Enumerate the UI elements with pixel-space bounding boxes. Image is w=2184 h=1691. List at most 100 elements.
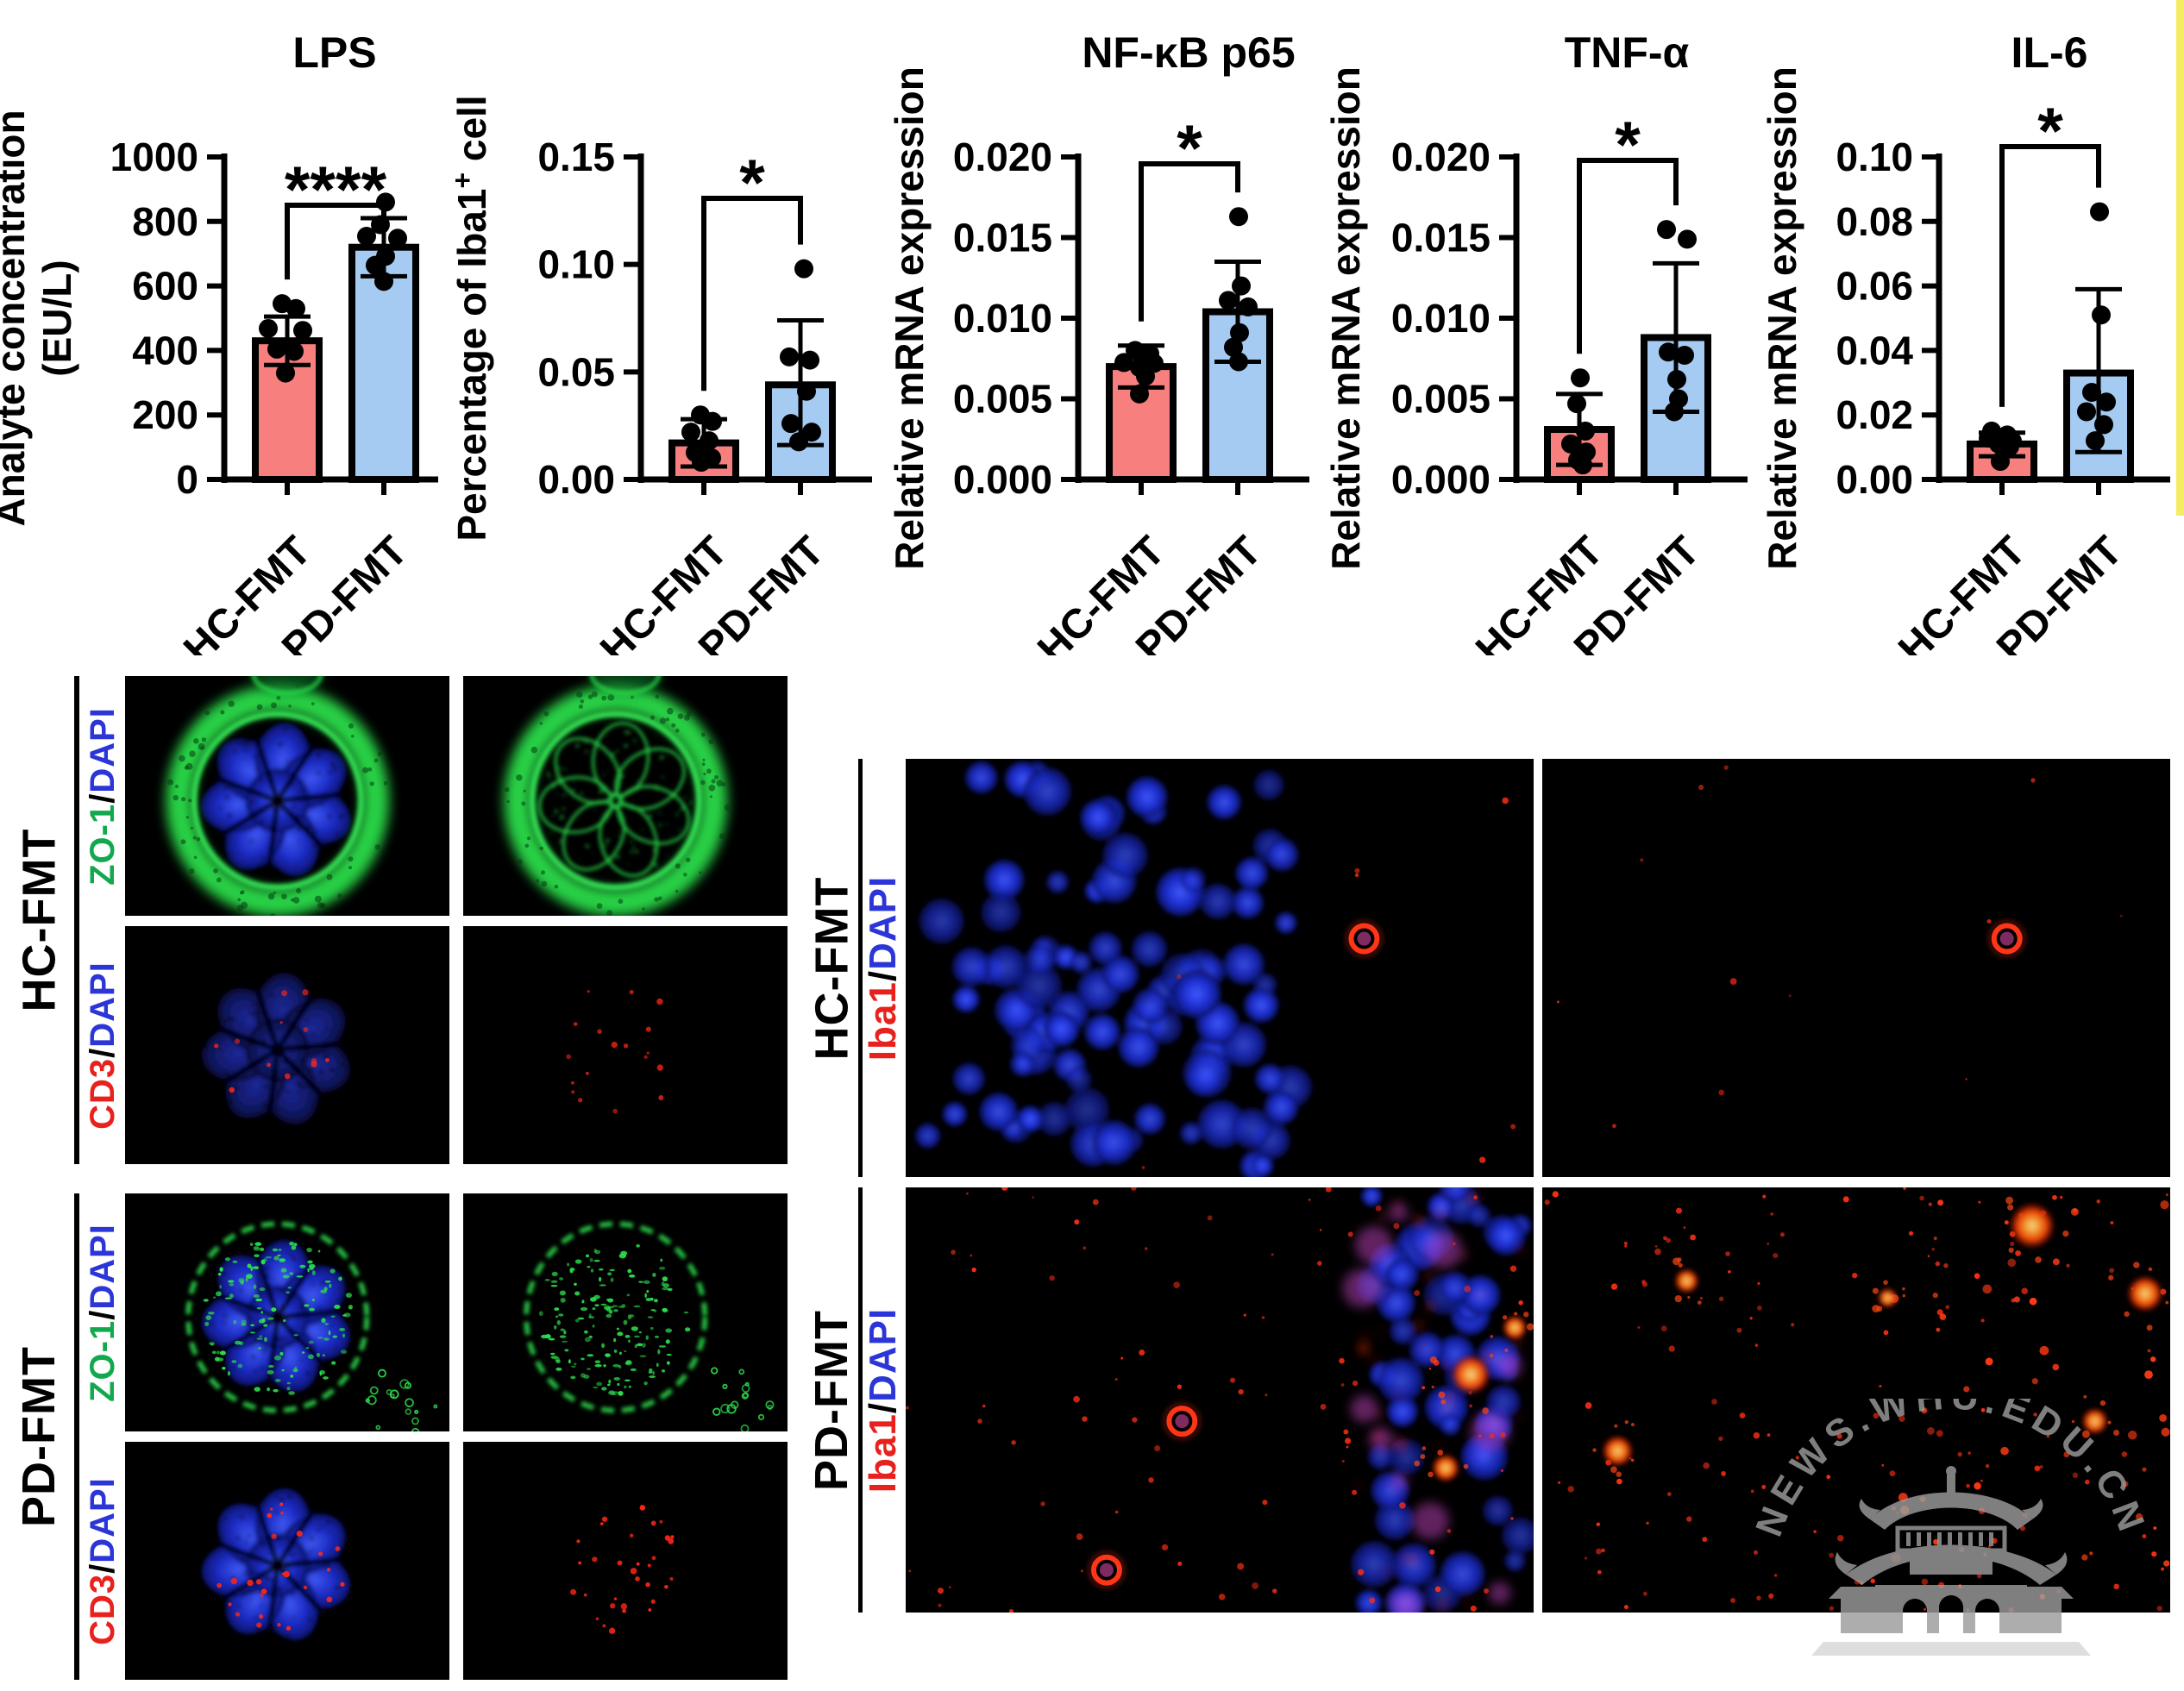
adjacent-panel-edge [2176,0,2184,516]
y-tick-label: 0 [176,457,198,502]
stain-label: CD3/DAPI [83,926,122,1164]
iba1-microglia-cell [1345,920,1383,958]
zo1-structure [537,721,693,878]
data-points [1561,368,1596,475]
label-segment: DAPI [862,1307,904,1402]
chart-canvas: *0.000.020.040.060.080.10HC-FMTPD-FMTIL-… [1760,28,2170,655]
label-segment: DAPI [83,961,122,1048]
sig-bracket [1577,158,1679,354]
iba1-bright-cell [2125,1275,2164,1313]
iba1-bright-cell [1450,1353,1492,1395]
y-tick-label: 0.08 [1836,199,1913,244]
chart-canvas: *0.0000.0050.0100.0150.020HC-FMTPD-FMTTN… [1323,28,1748,655]
stain-label: Iba1/DAPI [862,1187,904,1613]
label-segment: DAPI [83,1223,122,1310]
if-image-hc-cd3-channel [463,926,788,1164]
data-points [1114,341,1164,404]
iba1-bright-cell [2007,1201,2056,1250]
zo1-speckle [203,1241,353,1395]
if-image-pd-iba1-channel [1542,1187,2170,1613]
significance-label: * [2037,95,2063,168]
label-segment: DAPI [83,706,122,793]
bar-chart-nf-b-p65: * 0.000 0.005 0.010 0.015 0.020 HC-FMT PD-FMT NF… [873,0,1311,655]
iba1-bright-cell [1601,1434,1635,1468]
data-points [259,294,312,383]
y-tick-label: 1000 [110,135,198,179]
y-tick-label: 0.020 [953,135,1052,179]
iba1-speckles [1556,765,2123,1129]
y-tick-label: 0.05 [537,349,615,394]
data-points [681,405,722,473]
if-image-hc-cd3-dapi-merge [125,926,449,1164]
zo1-ring [504,685,728,916]
data-points [2077,202,2116,451]
significance-label: * [739,147,765,220]
axes [624,153,872,495]
group-label-hc-fmt: HC-FMT [12,676,66,1164]
group-divider-line [858,759,863,1177]
stain-label: ZO-1/DAPI [83,1193,122,1431]
y-axis-label: Percentage of Iba1+ cell [447,95,494,541]
iba1-dapi-overlap [1342,1192,1523,1613]
bar-chart-il-6: * 0.00 0.02 0.04 0.06 0.08 0.10 HC-FMT PD-FMT IL-… [1746,0,2184,655]
zo1-ring-broken [524,1221,708,1413]
iba1-bright-cell [1877,1287,1898,1309]
label-segment: CD3 [83,1573,122,1645]
if-image-pd-cd3-channel [463,1442,788,1680]
group-divider-line [858,1187,863,1613]
y-tick-label: 0.000 [953,457,1052,502]
data-points [780,259,821,452]
label-segment: DAPI [862,875,904,970]
if-image-hc-iba1-dapi-merge [906,759,1534,1177]
iba1-bright-cell [1431,1453,1461,1483]
label-segment: Iba1 [862,1412,904,1493]
y-tick-label: 0.015 [953,216,1052,260]
chart-title: IL-6 [2011,28,2088,77]
chart-title: NF-κB p65 [1082,28,1295,77]
sig-bracket [1999,144,2101,407]
axes [1922,153,2170,495]
y-axis-label: Analyte concentration [0,110,33,526]
if-image-hc-iba1-channel [1542,759,2170,1177]
cd3-dots [214,989,329,1093]
chart-title: TNF-α [1565,28,1690,77]
label-segment: PD-FMT [806,1309,858,1491]
y-tick-label: 800 [132,199,198,244]
axes [207,153,438,495]
bar-chart-iba1-percentage: * 0.00 0.05 0.10 0.15 HC-FMT PD-FMT Percentage … [436,0,874,655]
y-tick-label: 0.005 [953,377,1052,422]
label-segment: PD-FMT [13,1346,66,1527]
group-label-hc-fmt: HC-FMT [806,759,857,1177]
iba1-microglia-cell [1988,920,2026,958]
chart-canvas: ****02004006008001000HC-FMTPD-FMTLPSAnal… [0,28,438,655]
y-axis-label: Relative mRNA expression [1323,66,1368,570]
y-tick-label: 0.10 [1836,135,1913,179]
iba1-microglia-cell [1088,1551,1126,1589]
if-image-hc-zo1-channel [463,676,788,916]
significance-label: * [1615,109,1641,182]
y-axis-label: Relative mRNA expression [1760,66,1804,570]
group-label-pd-fmt: PD-FMT [806,1187,857,1613]
cd3-dots [217,1502,345,1631]
y-tick-label: 0.020 [1391,135,1491,179]
label-segment: HC-FMT [806,876,857,1060]
y-tick-label: 400 [132,328,198,373]
label-segment: DAPI [83,1476,122,1563]
label-segment: / [862,1401,904,1413]
group-label-pd-fmt: PD-FMT [12,1193,66,1680]
significance-label: **** [285,153,387,227]
group-divider-line [74,1193,79,1680]
y-tick-label: 0.15 [537,135,615,179]
if-image-pd-iba1-dapi-merge [906,1187,1534,1613]
tissue-section [202,973,354,1126]
y-tick-label: 0.005 [1391,377,1491,422]
chart-canvas: *0.000.050.100.15HC-FMTPD-FMTPercentage … [447,95,872,655]
if-image-pd-zo1-dapi-merge [125,1193,449,1431]
bar-chart-lps: **** 0 200 400 600 800 1000 HC-FMT PD-FMT LPS Anal… [0,0,438,655]
label-segment: CD3 [83,1057,122,1130]
zo1-speckle [538,1243,691,1396]
axes [1499,153,1748,495]
label-segment: / [83,1309,122,1320]
y-axis-label-units: (EU/L) [35,260,79,376]
